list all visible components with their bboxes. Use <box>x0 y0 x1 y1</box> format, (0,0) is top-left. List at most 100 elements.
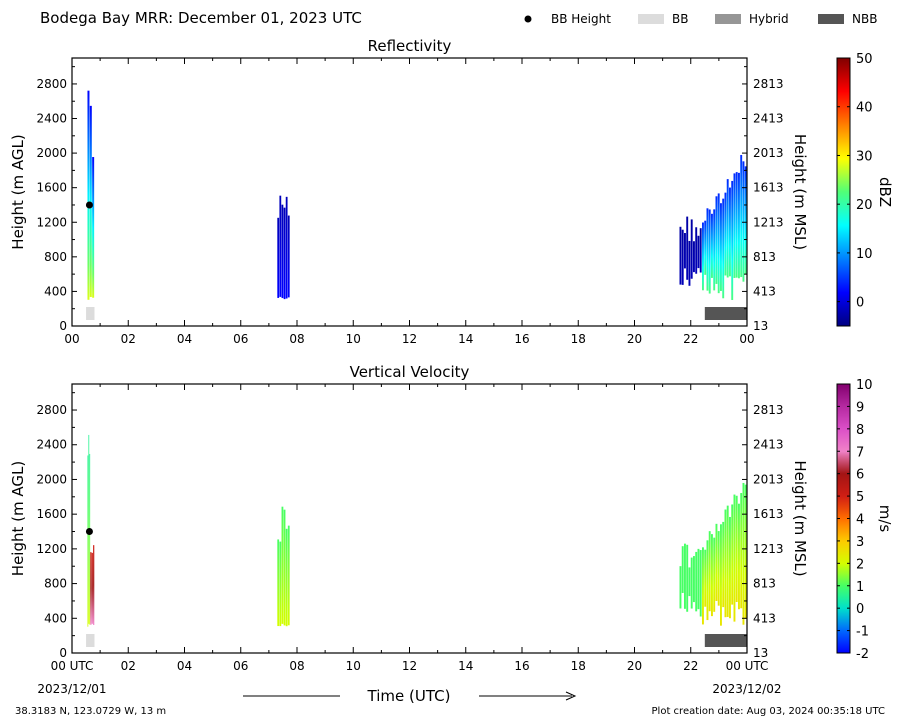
y-tick-label: 2400 <box>36 112 67 126</box>
y-tick-label: 800 <box>44 577 67 591</box>
y-tick-label: 1600 <box>36 507 67 521</box>
x-tick-label: 02 <box>121 332 136 346</box>
y-tick-label: 2000 <box>36 472 67 486</box>
legend-label-bb: BB <box>672 12 688 26</box>
echo-column <box>690 219 693 279</box>
echo-column <box>688 567 691 597</box>
y-tick-label: 400 <box>44 284 67 298</box>
y-tick-label-right: 1613 <box>753 507 784 521</box>
colorbar-label: dBZ <box>876 177 894 207</box>
echo-column <box>93 545 95 625</box>
colorbar-tick-label: 6 <box>856 468 864 483</box>
colorbar-tick-label: 1 <box>856 580 864 595</box>
x-tick-label: 04 <box>177 332 192 346</box>
echo-column <box>733 494 736 622</box>
echo-column <box>697 548 700 610</box>
echo-column <box>720 203 722 291</box>
echo-column <box>681 546 684 593</box>
echo-column <box>717 531 720 606</box>
panel-title: Reflectivity <box>368 37 452 55</box>
time-arrow-head <box>565 691 577 701</box>
colorbar-tick-label: 50 <box>856 52 873 67</box>
y-axis-label-right: Height (m MSL) <box>791 134 809 250</box>
y-tick-label: 2800 <box>36 77 67 91</box>
bright-band-bar-bb <box>86 307 95 320</box>
echo-column <box>92 157 95 298</box>
echo-column <box>281 506 284 624</box>
legend-swatch-hybrid <box>715 14 741 24</box>
bright-band-bar-nbb <box>704 307 747 320</box>
x-tick-label: 06 <box>233 332 248 346</box>
x-tick-label: 08 <box>289 332 304 346</box>
echo-column <box>726 505 729 617</box>
y-tick-label: 2000 <box>36 146 67 160</box>
echo-column <box>708 209 711 294</box>
echo-column <box>688 240 691 286</box>
x-tick-label: 10 <box>346 332 361 346</box>
y-tick-label: 800 <box>44 250 67 264</box>
x-tick-label: 02 <box>121 659 136 673</box>
panel-reflectivity <box>71 57 851 327</box>
x-tick-label: 18 <box>571 659 586 673</box>
colorbar-tick-label: 30 <box>856 149 873 164</box>
echo-column <box>89 453 91 625</box>
echo-column <box>702 547 704 625</box>
echo-column <box>89 105 92 297</box>
x-tick-label: 22 <box>683 659 698 673</box>
echo-column <box>720 524 722 626</box>
x-tick-label: 14 <box>458 659 473 673</box>
colorbar-tick-label: 40 <box>856 101 873 116</box>
echo-column <box>695 551 698 612</box>
echo-column <box>742 161 745 282</box>
echo-column <box>713 209 716 291</box>
echo-column <box>706 208 709 291</box>
echo-column <box>681 229 684 285</box>
colorbar-tick-label: 7 <box>856 445 864 460</box>
y-tick-label-right: 13 <box>753 646 768 660</box>
y-axis-label: Height (m AGL) <box>9 461 27 576</box>
echo-column <box>285 528 288 627</box>
echo-column <box>726 179 729 278</box>
colorbar-tick-label: 20 <box>856 198 873 213</box>
x-tick-label: 18 <box>571 332 586 346</box>
x-tick-label: 00 <box>64 332 79 346</box>
echo-column <box>724 509 727 618</box>
colorbar-tick-label: 10 <box>856 378 873 393</box>
plot-creation-date-text: Plot creation date: Aug 03, 2024 00:35:1… <box>651 706 885 717</box>
echo-column <box>722 521 725 608</box>
y-tick-label: 2400 <box>36 438 67 452</box>
echo-column <box>279 541 282 627</box>
echo-column <box>283 207 286 300</box>
echo-column <box>742 482 745 625</box>
y-tick-label-right: 2813 <box>753 403 784 417</box>
echo-column <box>738 503 740 610</box>
echo-column <box>744 166 747 275</box>
colorbar-tick-label: 0 <box>856 602 864 617</box>
echo-column <box>90 552 92 625</box>
y-axis-label-right: Height (m MSL) <box>791 460 809 576</box>
colorbar-tick-label: 3 <box>856 535 864 550</box>
echo-column <box>279 195 282 297</box>
y-tick-label: 0 <box>59 319 67 333</box>
echo-column <box>695 227 698 274</box>
y-tick-label-right: 2013 <box>753 146 784 160</box>
echo-column <box>711 213 713 278</box>
echo-column <box>729 516 731 619</box>
echo-column <box>690 557 693 609</box>
echo-column <box>704 549 707 607</box>
echo-column <box>740 493 743 609</box>
bright-band-bar-bb <box>86 634 95 647</box>
x-tick-label: 08 <box>289 659 304 673</box>
echo-column <box>740 155 743 278</box>
echo-column <box>735 172 738 278</box>
colorbar-tick-label: -1 <box>856 625 869 640</box>
echo-column <box>684 543 686 609</box>
echo-column <box>699 550 702 617</box>
echo-column <box>686 216 689 280</box>
echo-column <box>693 241 695 273</box>
echo-column <box>87 90 90 300</box>
echo-column <box>711 534 713 617</box>
echo-column <box>679 566 682 609</box>
echo-column <box>735 495 738 603</box>
